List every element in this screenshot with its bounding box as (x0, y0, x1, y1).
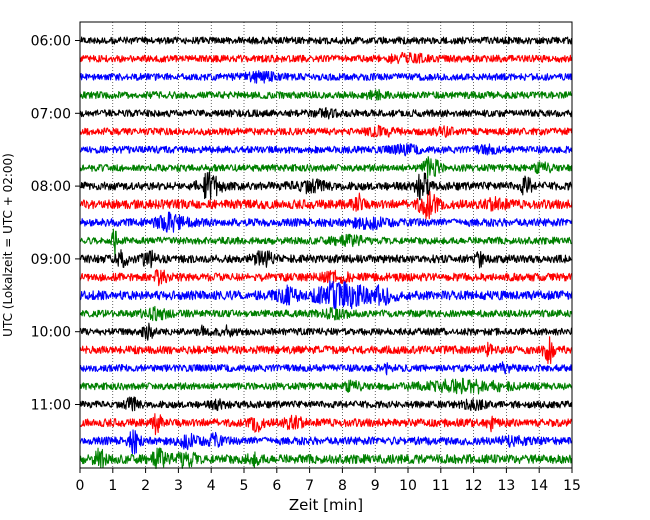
trace-line (79, 280, 573, 310)
x-tick-label: 8 (338, 478, 347, 494)
trace-line (79, 413, 573, 436)
trace-line (79, 361, 573, 376)
x-tick-label: 3 (174, 478, 183, 494)
plot-frame (79, 21, 573, 469)
y-tick-label: 07:00 (31, 106, 71, 122)
trace-line (79, 70, 573, 84)
y-tick-label: 10:00 (31, 325, 71, 341)
trace-line (79, 171, 573, 201)
trace-line (79, 211, 573, 233)
x-tick-label: 13 (497, 478, 515, 494)
trace-line (79, 322, 573, 341)
x-tick-label: 5 (240, 478, 249, 494)
trace-line (79, 88, 573, 101)
y-tick-label: 11:00 (31, 398, 71, 414)
trace-line (79, 429, 573, 455)
trace-line (79, 249, 573, 269)
trace-line (79, 336, 573, 365)
trace-line (79, 124, 573, 138)
x-tick-label: 6 (272, 478, 281, 494)
trace-line (79, 156, 573, 179)
x-tick-label: 1 (108, 478, 117, 494)
y-axis: 06:00 07:00 08:00 09:00 10:00 11:00 (31, 34, 80, 414)
trace-line (79, 228, 573, 259)
x-tick-label: 2 (141, 478, 150, 494)
y-tick-label: 06:00 (31, 34, 71, 50)
x-axis-label: Zeit [min] (289, 496, 363, 514)
x-axis: 0 1 2 3 4 5 6 7 8 9 10 11 12 13 14 15 (76, 468, 581, 494)
x-tick-label: 14 (530, 478, 548, 494)
x-tick-label: 9 (371, 478, 380, 494)
trace-line (79, 143, 573, 157)
trace-line (79, 447, 573, 470)
trace-line (79, 377, 573, 395)
y-tick-label: 09:00 (31, 252, 71, 268)
x-tick-label: 7 (305, 478, 314, 494)
x-tick-label: 15 (563, 478, 581, 494)
trace-line (79, 396, 573, 412)
y-tick-label: 08:00 (31, 179, 71, 195)
trace-line (79, 269, 573, 287)
x-tick-label: 0 (76, 478, 85, 494)
trace-group (79, 36, 573, 470)
trace-line (79, 107, 573, 120)
trace-line (79, 51, 573, 65)
x-tick-label: 10 (399, 478, 417, 494)
x-tick-label: 11 (432, 478, 450, 494)
x-tick-label: 12 (465, 478, 483, 494)
y-axis-label: UTC (Lokalzeit = UTC + 02:00) (1, 153, 15, 337)
trace-line (79, 190, 573, 220)
trace-line (79, 36, 573, 45)
x-tick-label: 4 (207, 478, 216, 494)
trace-line (79, 305, 573, 322)
